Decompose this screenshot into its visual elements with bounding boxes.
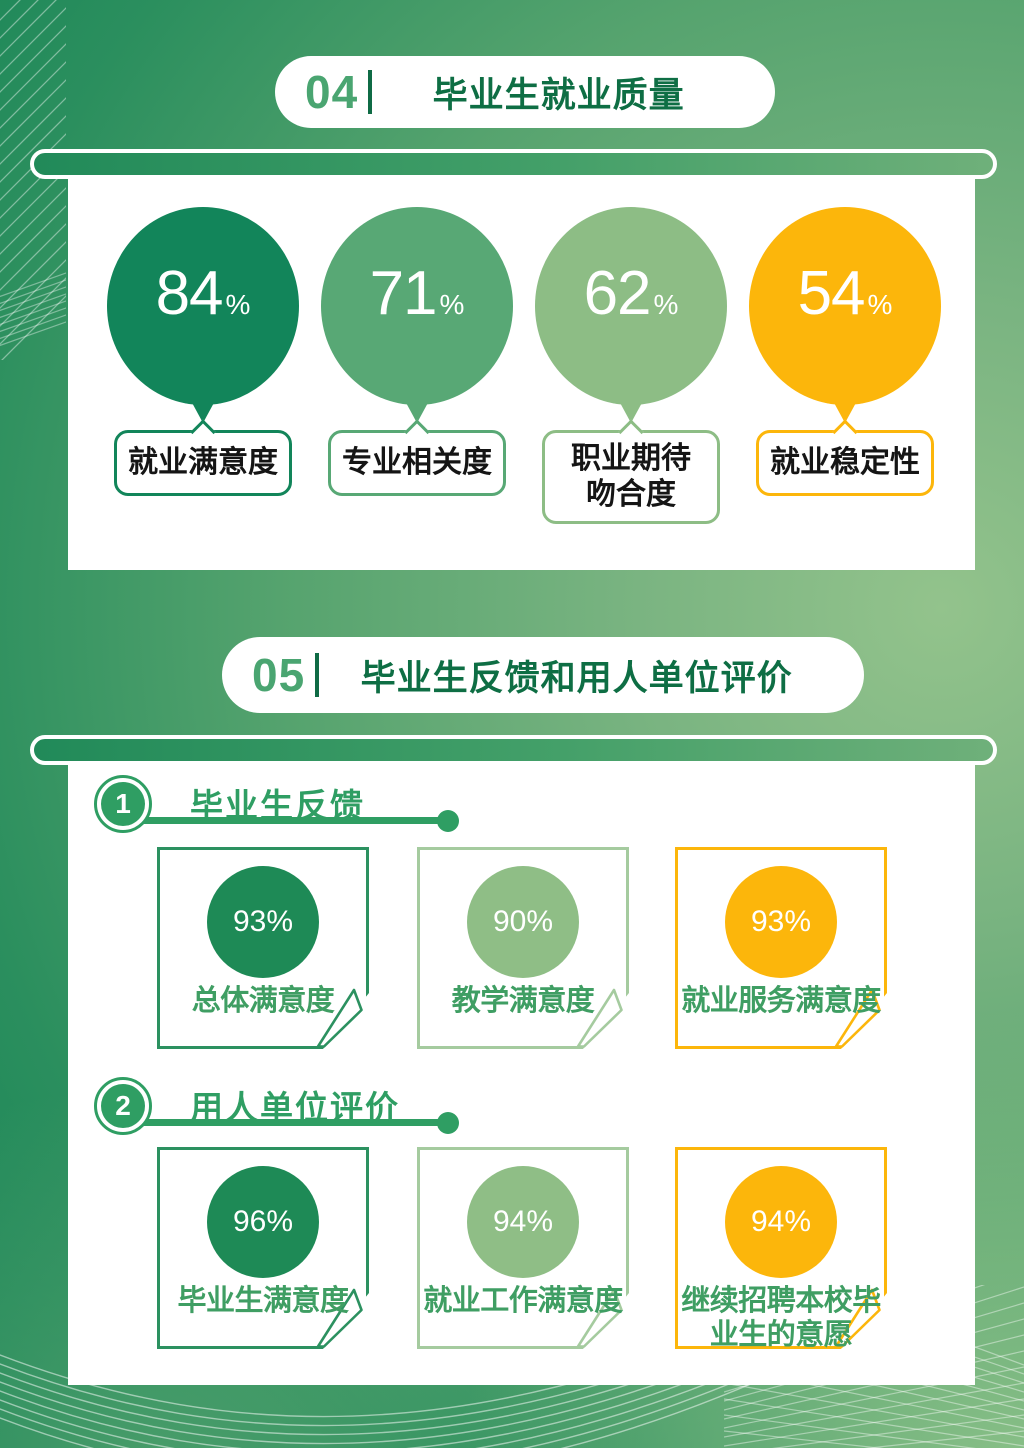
group-number: 1 — [101, 782, 145, 826]
stat-unit: % — [439, 289, 465, 320]
section-05-header: 05 毕业生反馈和用人单位评价 — [222, 637, 864, 713]
card-label: 毕业生满意度 — [177, 1285, 349, 1317]
evaluation-card: 96% 毕业生满意度 — [157, 1147, 369, 1349]
section-04-title: 毕业生就业质量 — [432, 75, 685, 115]
header-divider — [315, 653, 320, 697]
stat-label: 职业期待 吻合度 — [571, 442, 691, 511]
header-divider — [368, 70, 373, 114]
card-percent-circle: 90% — [467, 866, 579, 978]
card-percent-circle: 94% — [725, 1166, 837, 1278]
group-number: 2 — [101, 1084, 145, 1128]
stat-label-box: 专业相关度 — [328, 430, 506, 496]
card-label: 教学满意度 — [451, 985, 595, 1017]
section-05-title: 毕业生反馈和用人单位评价 — [360, 658, 793, 698]
hanger-rail — [30, 735, 997, 765]
stat-value-group: 84% — [107, 207, 299, 405]
stat-value: 62 — [583, 259, 652, 328]
stat-label-box: 就业满意度 — [114, 430, 292, 496]
card-percent: 96% — [232, 1205, 294, 1238]
feedback-card: 93% 就业服务满意度 — [675, 847, 887, 1049]
card-percent-circle: 94% — [467, 1166, 579, 1278]
evaluation-card: 94% 就业工作满意度 — [417, 1147, 629, 1349]
stat-balloon: 84% 就业满意度 — [107, 207, 299, 547]
card-percent: 93% — [232, 905, 294, 938]
section-04-number: 04 — [305, 66, 359, 118]
stat-label: 就业稳定性 — [770, 446, 920, 479]
group-title: 用人单位评价 — [190, 1089, 400, 1126]
card-percent-circle: 96% — [207, 1166, 319, 1278]
card-percent: 94% — [492, 1205, 554, 1238]
stat-balloon: 71% 专业相关度 — [321, 207, 513, 547]
stat-unit: % — [653, 289, 679, 320]
employment-quality-panel: 84% 就业满意度 71% 专业相关度 62% — [68, 171, 975, 570]
evaluation-card: 94% 继续招聘本校毕业生的意愿 — [675, 1147, 887, 1352]
stat-balloon: 54% 就业稳定性 — [749, 207, 941, 547]
card-percent: 90% — [492, 905, 554, 938]
group-number-badge: 2 — [94, 1077, 152, 1135]
section-05-number: 05 — [252, 649, 306, 701]
group-underline — [112, 817, 450, 824]
decorative-lines-left — [0, 0, 66, 360]
feedback-card: 90% 教学满意度 — [417, 847, 629, 1049]
stat-value: 84 — [155, 259, 224, 328]
stat-balloon: 62% 职业期待 吻合度 — [535, 207, 727, 547]
stat-unit: % — [867, 289, 893, 320]
card-percent-circle: 93% — [725, 866, 837, 978]
card-percent-circle: 93% — [207, 866, 319, 978]
stat-unit: % — [225, 289, 251, 320]
balloon-shape: 84% — [107, 207, 299, 405]
card-percent: 93% — [750, 905, 812, 938]
card-label: 总体满意度 — [191, 985, 335, 1017]
balloon-shape: 54% — [749, 207, 941, 405]
card-percent: 94% — [750, 1205, 812, 1238]
stat-value-group: 54% — [749, 207, 941, 405]
group-number-badge: 1 — [94, 775, 152, 833]
feedback-card: 93% 总体满意度 — [157, 847, 369, 1049]
card-label: 就业工作满意度 — [423, 1285, 623, 1317]
balloon-shape: 62% — [535, 207, 727, 405]
stat-label-box: 职业期待 吻合度 — [542, 430, 720, 524]
group-underline — [112, 1119, 450, 1126]
stat-value-group: 71% — [321, 207, 513, 405]
section-04-header: 04 毕业生就业质量 — [275, 56, 775, 128]
stat-label: 就业满意度 — [128, 446, 278, 479]
card-label: 继续招聘本校毕业生的意愿 — [681, 1285, 881, 1352]
stat-label-box: 就业稳定性 — [756, 430, 934, 496]
stat-value: 71 — [369, 259, 438, 328]
hanger-rail — [30, 149, 997, 179]
stat-value-group: 62% — [535, 207, 727, 405]
stat-label: 专业相关度 — [342, 446, 492, 479]
card-label: 就业服务满意度 — [681, 985, 881, 1017]
stat-value: 54 — [797, 259, 866, 328]
group-title: 毕业生反馈 — [190, 787, 365, 824]
balloon-shape: 71% — [321, 207, 513, 405]
feedback-evaluation-panel: 1 毕业生反馈 93% 总体满意度 90% 教学满意度 — [68, 757, 975, 1385]
